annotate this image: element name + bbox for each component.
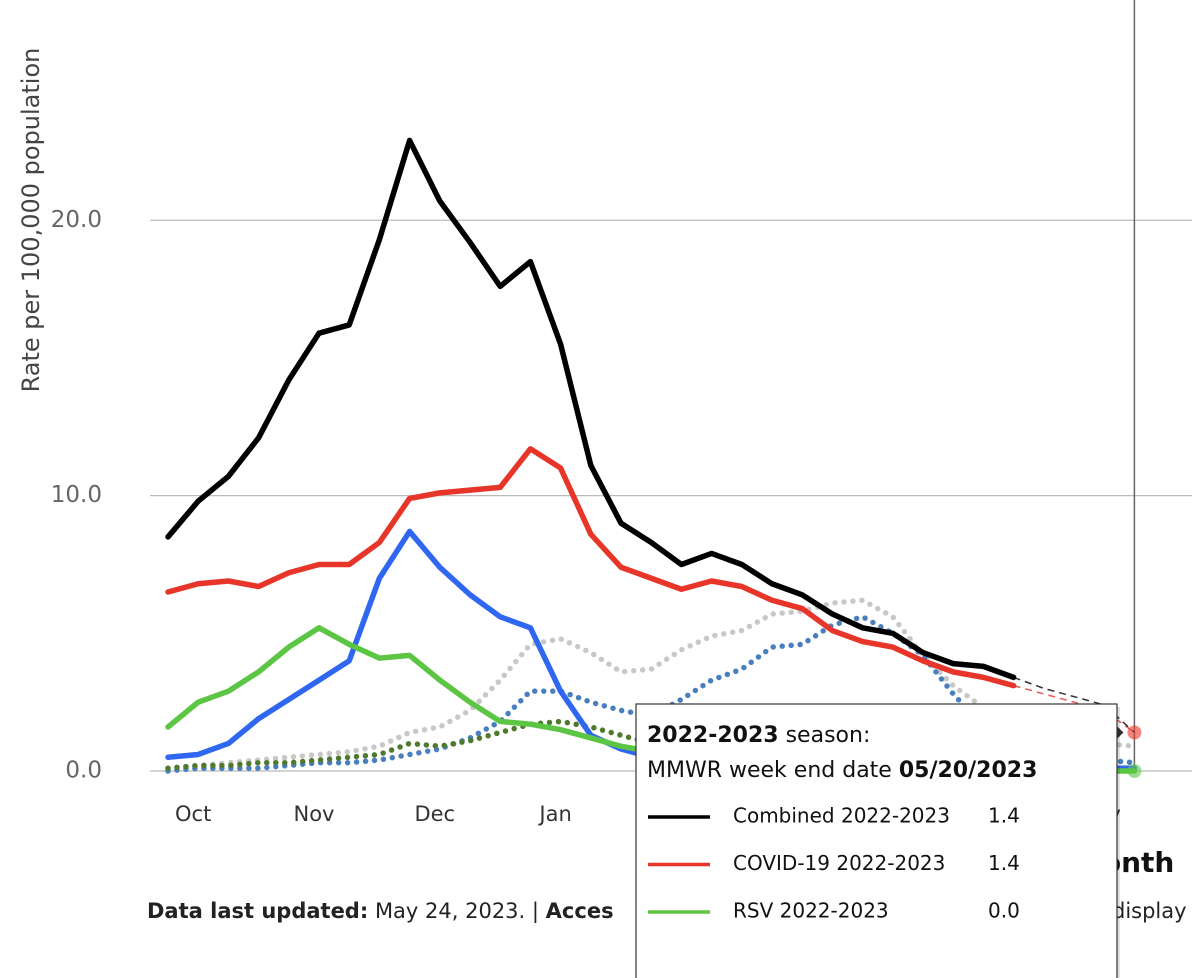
tooltip-value: 1.4 <box>988 851 1020 875</box>
x-tick-label: Dec <box>414 802 455 826</box>
y-tick-label: 0.0 <box>65 758 102 784</box>
tooltip-date: 05/20/2023 <box>899 758 1038 783</box>
tooltip-series-name: COVID-19 2022-2023 <box>733 851 945 875</box>
preliminary-line <box>1013 684 1135 734</box>
y-axis-title: Rate per 100,000 population <box>17 48 45 393</box>
tooltip-title: 2022-2023 season: <box>647 723 870 748</box>
x-tick-label: Oct <box>175 802 211 826</box>
tooltip-value: 0.0 <box>988 899 1020 923</box>
tooltip-season: 2022-2023 <box>647 723 779 748</box>
y-tick-label: 20.0 <box>51 207 102 233</box>
hover-marker <box>1127 764 1142 778</box>
x-tick-label: Nov <box>294 802 335 826</box>
dotted-line <box>165 718 1138 771</box>
footer-date: May 24, 2023. | <box>375 899 539 924</box>
y-tick-label: 10.0 <box>51 482 102 508</box>
tooltip-series-name: RSV 2022-2023 <box>733 899 889 923</box>
footer-right: display <box>1112 899 1187 923</box>
tooltip: 2022-2023 season: MMWR week end date 05/… <box>635 703 1120 978</box>
footer: Data last updated: May 24, 2023. | Acces <box>147 899 614 924</box>
series-line <box>165 446 1017 689</box>
tooltip-date-text: MMWR week end date <box>647 758 892 783</box>
tooltip-series-name: Combined 2022-2023 <box>733 804 950 828</box>
x-tick-label: Jan <box>537 802 571 826</box>
tooltip-box <box>635 703 1118 978</box>
plot-area: 0.010.020.0OctNovDecJanMay <box>51 0 1192 826</box>
series-line <box>165 137 1017 681</box>
dotted-line <box>165 614 1138 774</box>
hover-marker <box>1127 725 1142 740</box>
dotted-line <box>165 597 1138 771</box>
tooltip-value: 1.4 <box>988 804 1020 828</box>
tooltip-season-text: season: <box>786 723 871 748</box>
tooltip-date-line: MMWR week end date 05/20/2023 <box>647 758 1037 783</box>
footer-access: Acces <box>546 899 614 923</box>
footer-label: Data last updated: <box>147 899 368 923</box>
